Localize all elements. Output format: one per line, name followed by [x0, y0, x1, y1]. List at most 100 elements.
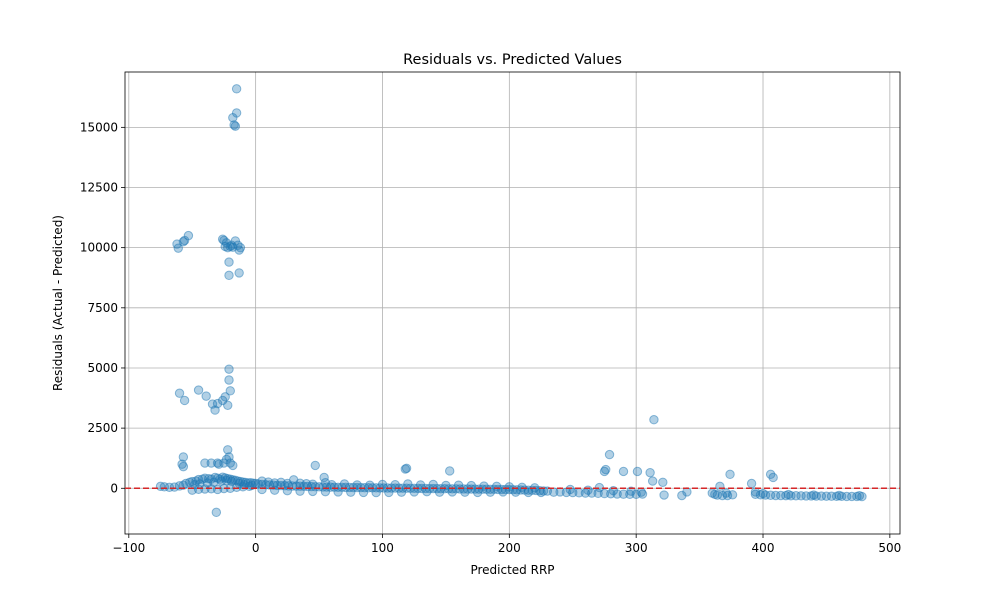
data-point	[796, 491, 806, 501]
data-point	[234, 245, 244, 255]
data-point	[178, 461, 189, 472]
y-tick-label: 2500	[87, 421, 118, 435]
data-point	[601, 464, 611, 475]
data-point	[201, 391, 211, 401]
data-point	[223, 400, 233, 410]
data-point	[200, 458, 210, 468]
data-point	[295, 486, 305, 496]
data-point	[174, 388, 185, 398]
y-axis-ticks: 0 2500 5000 7500 10000 12500 15000	[80, 120, 125, 495]
data-point	[226, 476, 237, 487]
data-point	[618, 466, 629, 477]
y-tick-label: 0	[110, 481, 118, 495]
data-point	[333, 487, 343, 497]
data-point	[523, 487, 534, 498]
data-point	[327, 479, 337, 490]
data-point	[224, 270, 234, 281]
data-point	[658, 477, 668, 487]
data-point	[221, 454, 232, 465]
data-point	[415, 480, 426, 490]
data-point	[842, 491, 852, 502]
plot-area-frame	[124, 71, 901, 535]
data-point	[195, 479, 205, 489]
data-point	[269, 485, 280, 495]
data-point	[178, 236, 189, 247]
data-point	[224, 375, 234, 385]
y-axis-label: Residuals (Actual - Predicted)	[51, 215, 65, 391]
data-point	[632, 466, 643, 477]
data-point	[854, 491, 865, 501]
data-point	[809, 490, 819, 500]
data-point	[485, 487, 496, 497]
data-point	[445, 466, 455, 476]
data-point	[193, 385, 204, 395]
x-tick-label: 500	[878, 541, 901, 555]
grid	[125, 72, 900, 534]
x-tick-label: −100	[112, 541, 145, 555]
data-point	[847, 491, 857, 502]
data-point	[770, 490, 781, 501]
data-point	[384, 487, 394, 498]
data-point	[230, 121, 241, 131]
x-tick-label: 200	[498, 541, 521, 555]
data-point	[358, 487, 369, 498]
data-point	[231, 108, 242, 118]
data-point	[214, 459, 224, 469]
y-tick-label: 15000	[80, 120, 118, 134]
data-point	[498, 487, 508, 497]
data-point	[791, 491, 801, 501]
data-point	[604, 449, 615, 460]
data-point	[536, 487, 546, 498]
data-point	[365, 480, 375, 490]
data-point	[346, 487, 356, 497]
data-point	[725, 469, 735, 480]
data-point	[234, 268, 244, 278]
y-tick-label: 7500	[87, 301, 118, 315]
data-point	[834, 490, 844, 501]
x-tick-label: 300	[625, 541, 648, 555]
data-point	[422, 486, 432, 497]
data-point	[377, 479, 388, 490]
data-point	[677, 490, 687, 501]
data-point	[179, 395, 190, 406]
data-point	[434, 487, 445, 497]
data-point	[164, 482, 175, 493]
data-point	[645, 467, 655, 478]
data-point	[396, 487, 407, 497]
data-point	[460, 487, 470, 497]
data-point	[211, 507, 222, 518]
data-point	[816, 491, 827, 501]
data-point	[649, 415, 659, 425]
data-point	[223, 445, 233, 455]
data-point	[339, 479, 350, 489]
data-point	[715, 481, 725, 492]
data-point	[453, 480, 464, 490]
data-point	[768, 472, 778, 483]
data-point	[636, 487, 646, 497]
data-point	[217, 234, 228, 244]
y-tick-label: 10000	[80, 241, 118, 255]
x-tick-label: 400	[752, 541, 775, 555]
data-point	[212, 398, 223, 409]
data-point	[308, 486, 318, 497]
data-point	[746, 478, 757, 489]
data-point	[226, 240, 237, 250]
data-point	[178, 452, 189, 462]
data-point	[224, 257, 234, 267]
data-point	[308, 479, 318, 489]
data-point	[727, 490, 738, 500]
data-point	[225, 386, 235, 396]
data-point	[826, 491, 837, 501]
data-point	[212, 458, 223, 468]
data-point	[647, 476, 658, 486]
data-point	[626, 486, 636, 496]
x-tick-label: 100	[371, 541, 394, 555]
data-point	[224, 364, 234, 374]
data-point	[231, 84, 242, 94]
data-point	[717, 490, 728, 501]
data-point	[472, 487, 483, 498]
scatter-points	[155, 84, 867, 518]
data-point	[441, 480, 451, 491]
